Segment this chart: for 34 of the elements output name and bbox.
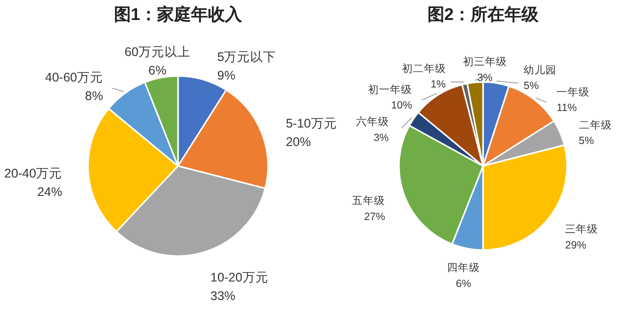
chart-title: 图2：所在年级 — [427, 5, 540, 24]
slice-label: 一年级 — [556, 86, 590, 98]
data-label: 29% — [565, 239, 586, 252]
data-label: 3% — [374, 132, 389, 144]
data-label: 1% — [430, 78, 446, 91]
data-label: 11% — [556, 102, 577, 114]
data-label: 8% — [85, 89, 104, 104]
slice-label: 初一年级 — [368, 82, 412, 96]
slice-label: 初三年级 — [462, 55, 507, 68]
slice-label: 20-40万元 — [4, 166, 62, 180]
slice-label: 三年级 — [565, 224, 598, 236]
slice-label: 40-60万元 — [45, 70, 104, 84]
slice-label: 5-10万元 — [286, 116, 337, 130]
slice-label: 四年级 — [447, 262, 480, 274]
slice-label: 60万元以上 — [124, 44, 190, 59]
slice-label: 初二年级 — [402, 62, 446, 75]
slice-label: 五年级 — [352, 195, 386, 208]
data-label: 9% — [217, 68, 236, 83]
data-label: 33% — [210, 289, 236, 304]
data-label: 5% — [524, 80, 539, 92]
slice-label: 10-20万元 — [210, 270, 268, 284]
slice-label: 幼儿园 — [524, 63, 557, 76]
data-label: 24% — [37, 185, 62, 200]
slice-label: 5万元以下 — [217, 50, 276, 64]
data-label: 3% — [477, 72, 492, 84]
data-label: 10% — [391, 100, 412, 112]
data-label: 5% — [578, 135, 594, 148]
slice-label: 二年级 — [578, 119, 612, 132]
data-label: 6% — [148, 64, 166, 78]
data-label: 20% — [286, 135, 311, 150]
chart-title: 图1：家庭年收入 — [114, 5, 244, 24]
data-label: 27% — [364, 210, 386, 223]
slice-label: 六年级 — [356, 115, 389, 128]
data-label: 6% — [456, 278, 472, 290]
